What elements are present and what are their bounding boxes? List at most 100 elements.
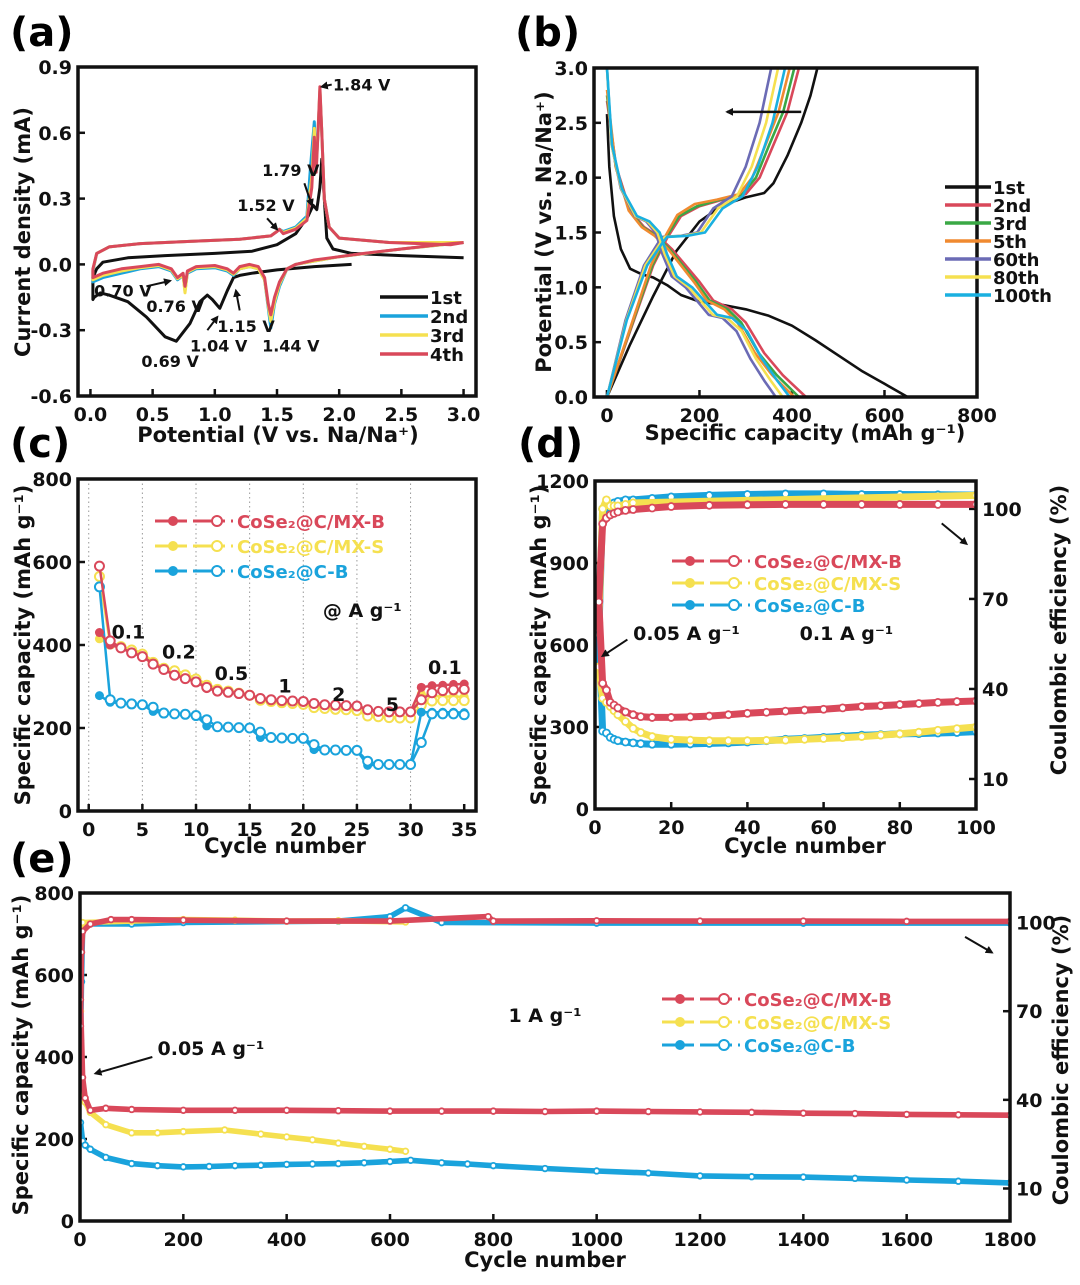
legend-item: 5th [945,232,1027,253]
series-cose-c-b-capacity-line [80,1122,1010,1186]
legend-label: 5th [993,232,1027,253]
series-cose-c-b-charge-point [136,699,148,711]
series-cose-c-mx-b-capacity-point [437,1107,446,1115]
x-axis-label: Specific capacity (mAh g⁻¹) [645,421,966,445]
series-cose-c-mx-b-ce-line [80,913,1010,1027]
series-cose-c-mx-b-charge-point [179,673,191,685]
series-cose-c-mx-b-ce-point [127,915,136,924]
legend-filled-marker [168,516,178,526]
series-cose-c-b-capacity-point [257,1161,265,1169]
x-tick-label: 0 [600,405,613,427]
series-cose-c-mx-b-capacity-point [647,713,657,722]
series-cose-c-mx-b-capacity-point [602,685,611,695]
series-cose-c-mx-b-ce-point [598,519,608,529]
series-cose-c-mx-b-ce-point [933,500,943,509]
series-cose-c-mx-s-capacity-point [334,1139,343,1147]
panel-label-a: (a) [10,10,74,56]
series-cose-c-mx-s-charge-point [447,695,459,707]
plot-area [605,68,909,397]
series-cose-c-b-charge-point [458,709,470,721]
y-tick-label: 800 [34,883,74,905]
legend-label: 4th [430,345,464,366]
legend-item: CoSe₂@C/MX-S [672,574,901,595]
y-tick-label: 2.5 [554,113,588,135]
series-cose-c-mx-b-ce-point [857,500,867,509]
x-tick-label: 600 [865,405,905,427]
series-cose-c-b-capacity-point [102,1153,110,1162]
series-cose-c-b-capacity-point [647,739,657,749]
series-cose-c-mx-b-charge-point [201,681,213,693]
x-tick-label: 800 [473,1229,513,1251]
series-cose-c-b-charge-point [297,732,309,744]
legend-open-marker [211,540,223,552]
y-tick-label: 400 [32,635,72,657]
y-tick-label: 800 [32,469,72,491]
series-cose-c-mx-b-capacity-point [541,1107,549,1116]
series-cose-c-b-capacity-point [437,1159,446,1167]
series-cose-c-mx-b-charge-point [405,706,417,718]
x-tick-label: 800 [957,405,997,427]
legend-item: CoSe₂@C/MX-B [672,552,902,573]
legend-filled-marker [675,994,685,1004]
x-axis-label: Potential (V vs. Na/Na⁺) [137,423,418,447]
series-cose-c-b-capacity-point [621,737,630,747]
series-cose-c-mx-b-charge-point [447,684,459,696]
series-cose-c-b-capacity-point [205,1162,213,1171]
series-cose-c-mx-s-capacity-point [153,1129,162,1137]
legend-label: 3rd [430,326,464,347]
y-axis-label: Specific capacity (mAh g⁻¹) [9,895,33,1216]
ce-axis-arrow [964,936,994,954]
annotation-label: 2 [332,684,345,706]
legend-label: 3rd [993,214,1027,235]
legend-label: CoSe₂@C/MX-B [744,990,892,1011]
series-cose-c-mx-b-capacity-point [628,710,638,720]
series-cose-c-b-capacity-point [747,1173,756,1181]
series-cose-c-mx-b-capacity-point [876,701,886,711]
series-cose-c-mx-b-capacity-point [666,713,676,722]
x-axis-label: Cycle number [724,834,886,858]
annotation-label: 0.70 V [94,282,152,301]
series-cose-c-mx-b-charge-point [394,706,406,718]
series-cose-c-b-charge-point [362,755,374,767]
series-cose-c-b-capacity-point [386,1157,394,1166]
series-cose-c-mx-b-capacity-point [282,1106,291,1114]
legend-label: CoSe₂@C-B [754,596,865,617]
series-cose-c-mx-s-capacity-point [838,733,848,743]
series-cose-c-b-charge-point [308,739,320,751]
x-tick-label: 15 [236,819,262,841]
series-cose-c-mx-s-capacity-point [386,1145,394,1153]
series-cose-c-mx-b-capacity-point [762,707,771,717]
legend-label: 2nd [993,196,1031,217]
series-cose-c-mx-b-capacity-point [743,708,752,718]
x-tick-label: 600 [370,1229,410,1251]
series-cose-c-mx-s-ce-line [80,916,406,1012]
series-cose-c-b-charge-point [405,759,417,771]
y-tick-label: 600 [549,635,589,657]
series-cose-c-mx-b-charge-point [287,695,299,707]
legend-item: CoSe₂@C/MX-S [155,537,384,558]
y-tick-label: 600 [34,965,74,987]
plot-area [93,560,470,771]
legend-item: CoSe₂@C-B [155,562,348,583]
series-cose-c-b-charge-point [415,737,427,749]
series-cose-c-mx-s-capacity-point [360,1142,368,1151]
series-cose-c-mx-s-capacity-point [819,734,828,743]
series-cose-c-mx-b-ce-point [107,915,115,924]
y-tick-label: 3.0 [554,58,588,80]
legend-label: CoSe₂@C-B [744,1036,855,1057]
series-cose-c-mx-b-ce-point [902,917,911,926]
series-cose-c-mx-b-capacity-point [838,703,848,713]
series-cose-c-b-capacity-point [636,739,646,749]
series-cose-c-mx-s-capacity-point [666,734,676,744]
series-cose-c-mx-b-ce-point [799,917,808,925]
series-cose-c-mx-b-capacity-point [704,711,714,721]
y-tick-label: 1.5 [554,223,588,245]
series-cose-c-mx-b-charge-point [244,689,256,701]
legend-filled-marker [685,578,695,588]
series-cose-c-mx-s-capacity-point [704,736,714,746]
series-cose-c-mx-s-capacity-point [743,736,752,746]
series-cose-c-mx-b-capacity-point [598,678,608,688]
series-5th-discharge-curve [605,89,796,397]
